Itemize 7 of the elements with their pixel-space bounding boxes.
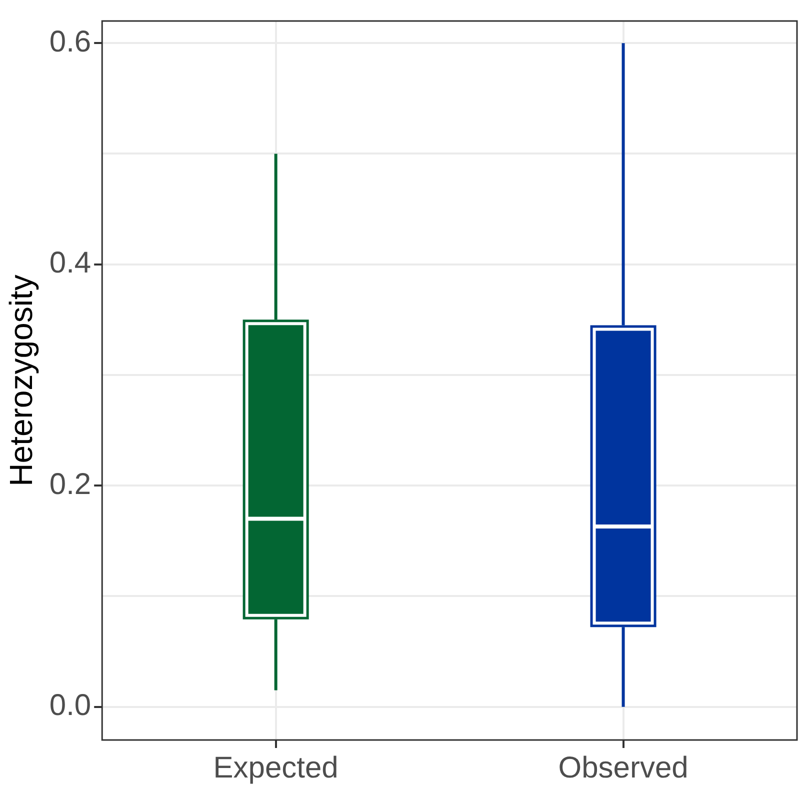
y-tick-label: 0.0 [49, 689, 92, 722]
y-axis-title: Heterozygosity [3, 274, 40, 486]
x-tick-label: Observed [558, 751, 688, 784]
x-tick-label: Expected [213, 751, 338, 784]
y-tick-label: 0.2 [49, 468, 92, 501]
y-tick-label: 0.4 [49, 246, 92, 280]
y-tick-label: 0.6 [49, 25, 92, 58]
